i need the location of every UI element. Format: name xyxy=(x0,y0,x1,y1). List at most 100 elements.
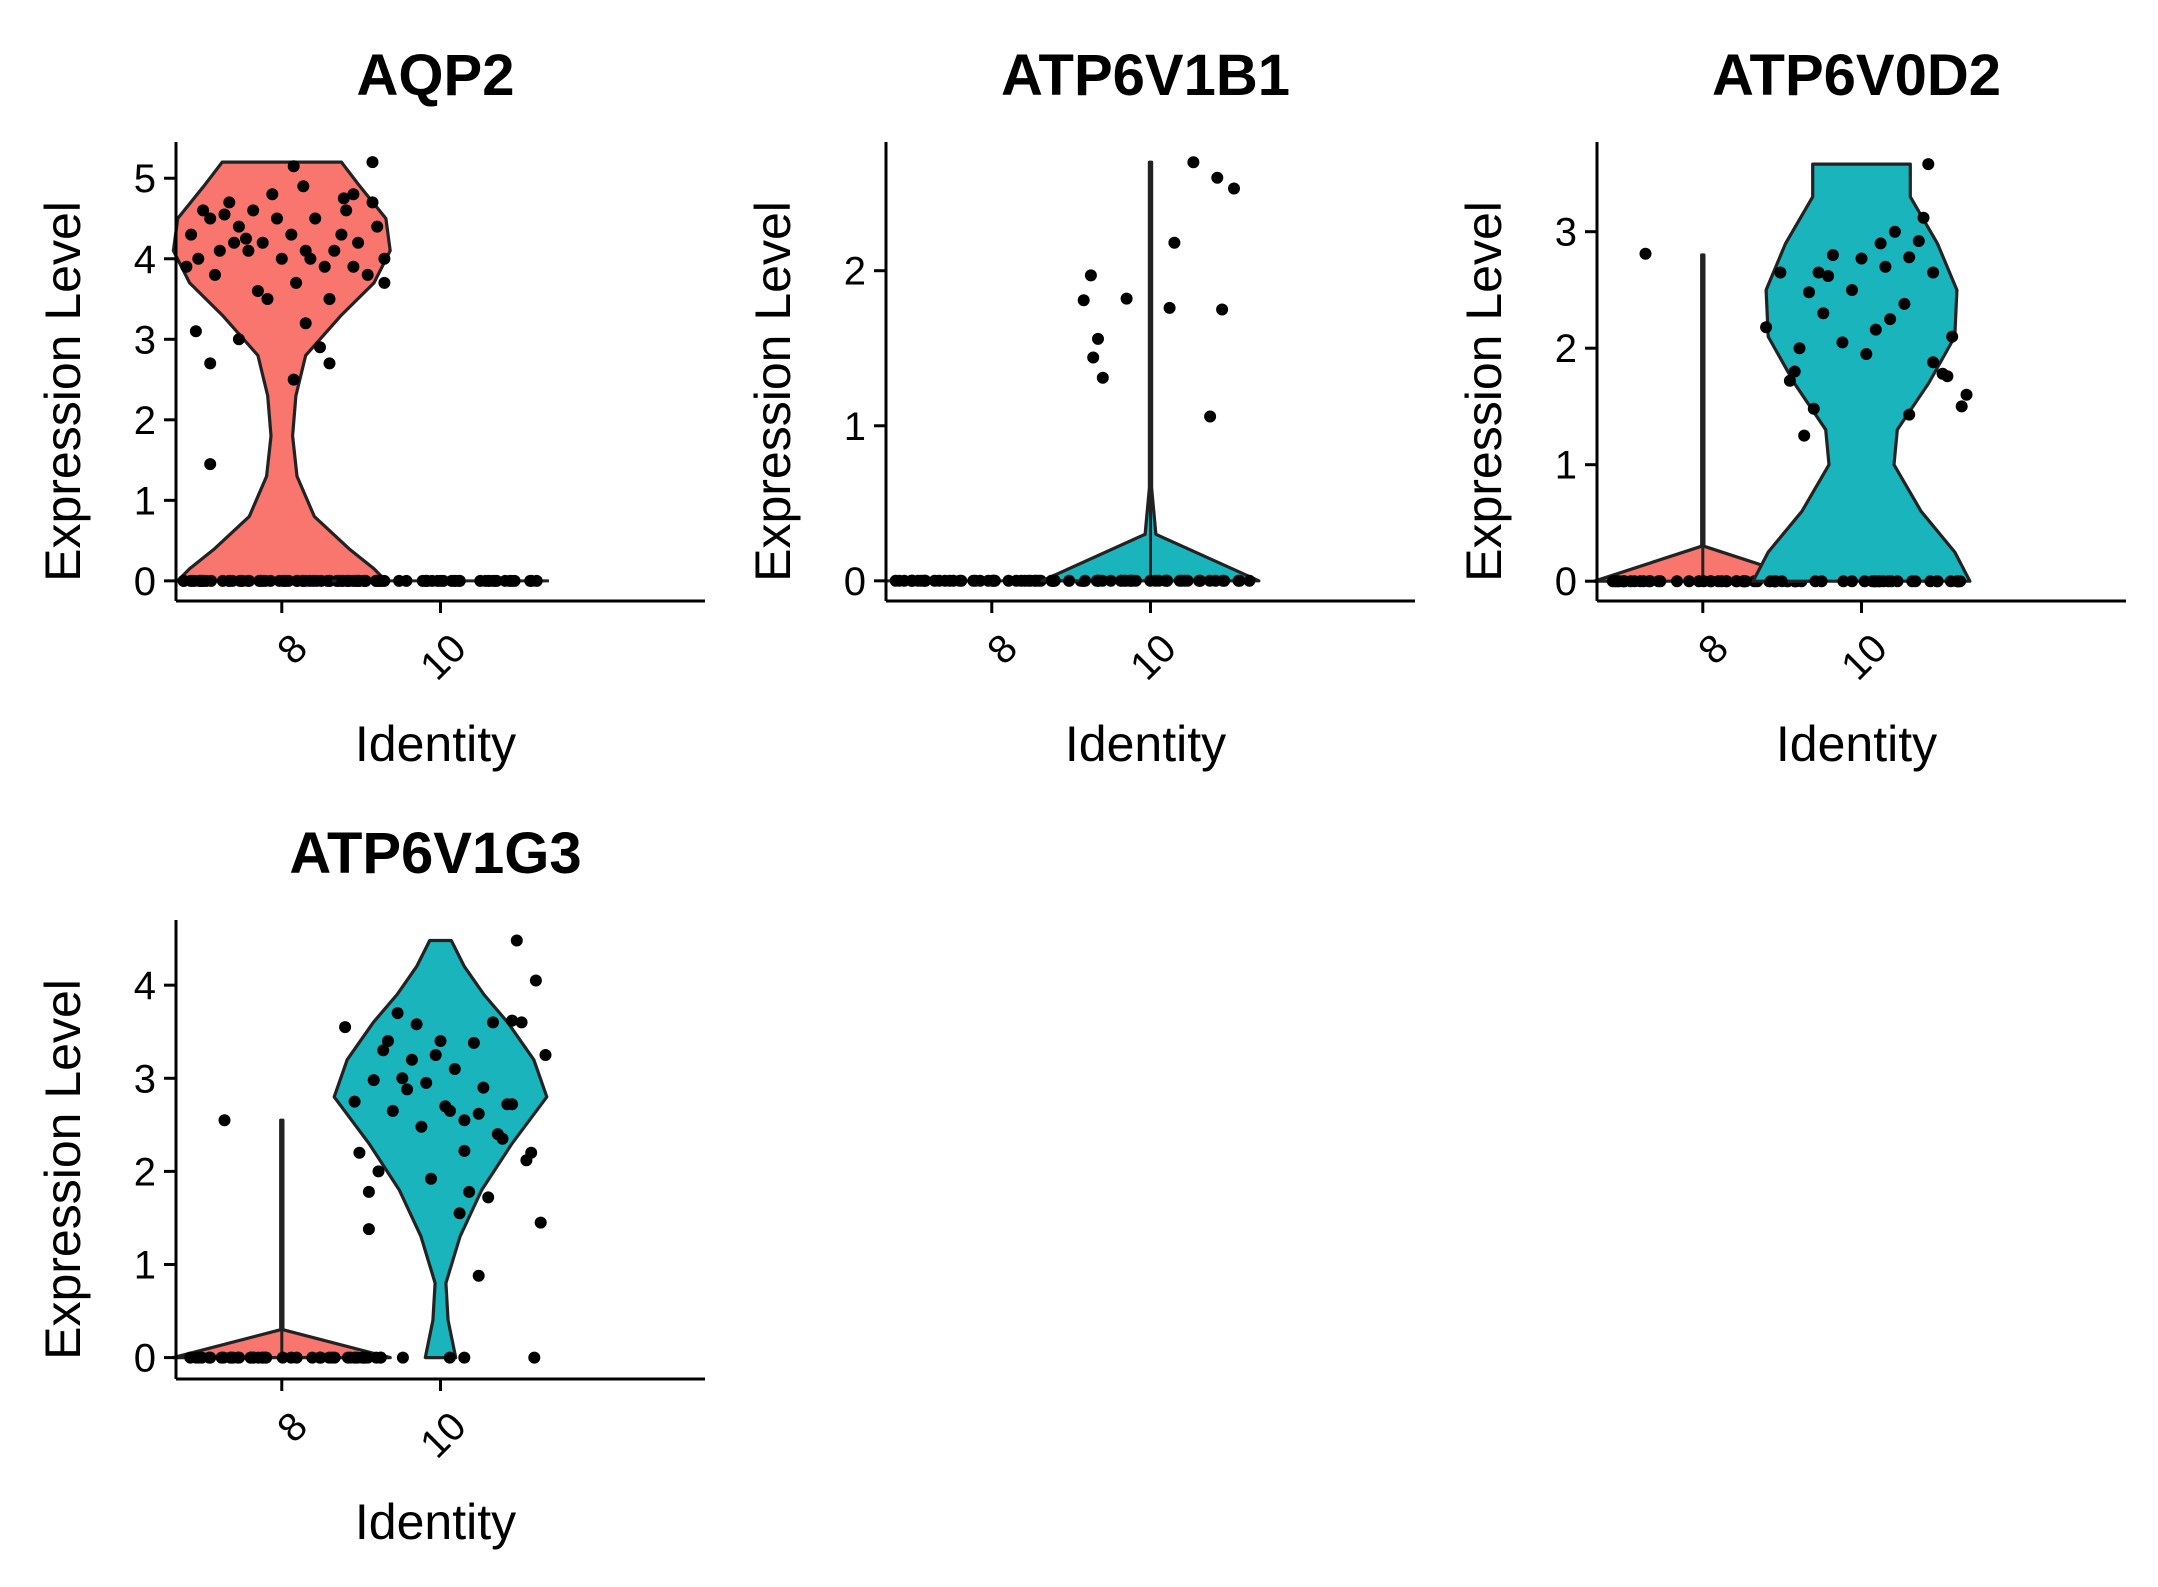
x-tick-label: 8 xyxy=(269,626,316,673)
data-point xyxy=(1018,574,1031,587)
data-point xyxy=(309,212,322,225)
data-point xyxy=(967,574,980,587)
data-point xyxy=(280,574,293,587)
data-point xyxy=(1712,575,1725,588)
data-point xyxy=(362,1185,375,1198)
data-point xyxy=(1104,574,1117,587)
y-tick-label: 1 xyxy=(134,479,156,523)
data-point xyxy=(1211,171,1224,184)
data-point xyxy=(1045,574,1058,587)
violin-10 xyxy=(1751,162,1972,583)
data-point xyxy=(185,228,198,241)
data-point xyxy=(472,1107,485,1120)
data-point xyxy=(290,1351,303,1364)
data-point xyxy=(378,252,391,265)
data-point xyxy=(180,260,193,273)
data-point xyxy=(503,574,516,587)
data-point xyxy=(342,1351,354,1364)
data-point xyxy=(314,341,326,354)
data-point xyxy=(1855,252,1868,265)
y-tick-label: 3 xyxy=(134,1057,156,1101)
data-point xyxy=(323,293,336,305)
data-point xyxy=(1884,313,1897,326)
data-point xyxy=(1233,574,1246,587)
panel-title: ATP6V1G3 xyxy=(289,821,581,886)
data-point xyxy=(1793,342,1806,355)
data-point xyxy=(1737,575,1750,588)
data-point xyxy=(1203,574,1216,587)
data-point xyxy=(347,188,360,201)
x-tick-label: 10 xyxy=(1122,626,1185,689)
data-point xyxy=(271,212,283,225)
data-point xyxy=(467,1036,480,1049)
panel-aqp2: AQP2 0 1 2 3 4 5 8 10 Identity Expression Level xyxy=(35,43,705,772)
data-point xyxy=(401,1083,414,1096)
panel-title: AQP2 xyxy=(357,43,515,108)
data-point xyxy=(323,357,336,370)
data-point xyxy=(299,244,312,257)
data-point xyxy=(1927,356,1940,369)
data-point xyxy=(337,192,350,205)
data-point xyxy=(425,1172,437,1185)
data-point xyxy=(261,293,274,305)
data-point xyxy=(405,1053,418,1066)
panel-atp6v1g3: ATP6V1G3 0 1 2 3 4 8 10 Identity Expression Level xyxy=(35,821,705,1550)
data-point xyxy=(264,574,277,587)
data-point xyxy=(1903,251,1916,264)
data-point xyxy=(1163,301,1176,314)
data-point xyxy=(347,260,360,273)
data-point xyxy=(1879,260,1892,273)
data-point xyxy=(1204,410,1217,423)
data-point xyxy=(1885,575,1898,588)
y-tick-label: 2 xyxy=(844,250,866,294)
data-point xyxy=(1869,323,1882,336)
data-point xyxy=(276,1351,289,1364)
data-point xyxy=(515,1016,528,1029)
data-point xyxy=(1927,266,1940,279)
data-point xyxy=(474,574,487,587)
data-point xyxy=(1812,266,1825,279)
data-point xyxy=(372,1165,385,1178)
data-point xyxy=(1120,292,1133,305)
y-axis-title: Expression Level xyxy=(35,201,91,582)
data-point xyxy=(396,1072,409,1085)
data-point xyxy=(539,1049,552,1061)
data-point xyxy=(905,574,918,587)
data-point xyxy=(218,208,231,221)
panel-atp6v0d2: ATP6V0D2 0 1 2 3 8 10 Identity Expression Level xyxy=(1456,43,2126,772)
data-point xyxy=(366,156,379,169)
data-point xyxy=(1922,158,1935,171)
data-point xyxy=(1817,307,1830,320)
y-axis-title: Expression Level xyxy=(1456,201,1512,582)
data-point xyxy=(1903,408,1916,421)
data-point xyxy=(1898,297,1911,310)
data-point xyxy=(197,204,210,217)
data-point xyxy=(1161,574,1174,587)
data-point xyxy=(1788,365,1801,378)
data-point xyxy=(347,574,360,587)
data-point xyxy=(256,236,269,249)
y-tick-label: 4 xyxy=(134,238,156,282)
data-point xyxy=(444,1104,456,1117)
data-point xyxy=(458,1114,471,1127)
x-tick-label: 10 xyxy=(412,626,475,689)
data-point xyxy=(1092,332,1104,345)
data-point xyxy=(491,1128,504,1141)
data-point xyxy=(374,1351,387,1364)
data-point xyxy=(1960,388,1973,401)
data-point xyxy=(366,196,379,209)
data-point xyxy=(192,252,205,265)
data-point xyxy=(382,1035,394,1047)
data-point xyxy=(1774,266,1787,279)
data-point xyxy=(1720,575,1733,588)
data-point xyxy=(204,212,217,225)
data-point xyxy=(328,244,341,257)
data-point xyxy=(1187,156,1200,169)
data-point xyxy=(1826,249,1839,261)
data-point xyxy=(314,1351,326,1364)
data-point xyxy=(463,1185,476,1198)
data-point xyxy=(204,357,217,370)
data-point xyxy=(477,1081,490,1094)
data-point xyxy=(1783,374,1796,387)
data-point xyxy=(299,317,312,330)
